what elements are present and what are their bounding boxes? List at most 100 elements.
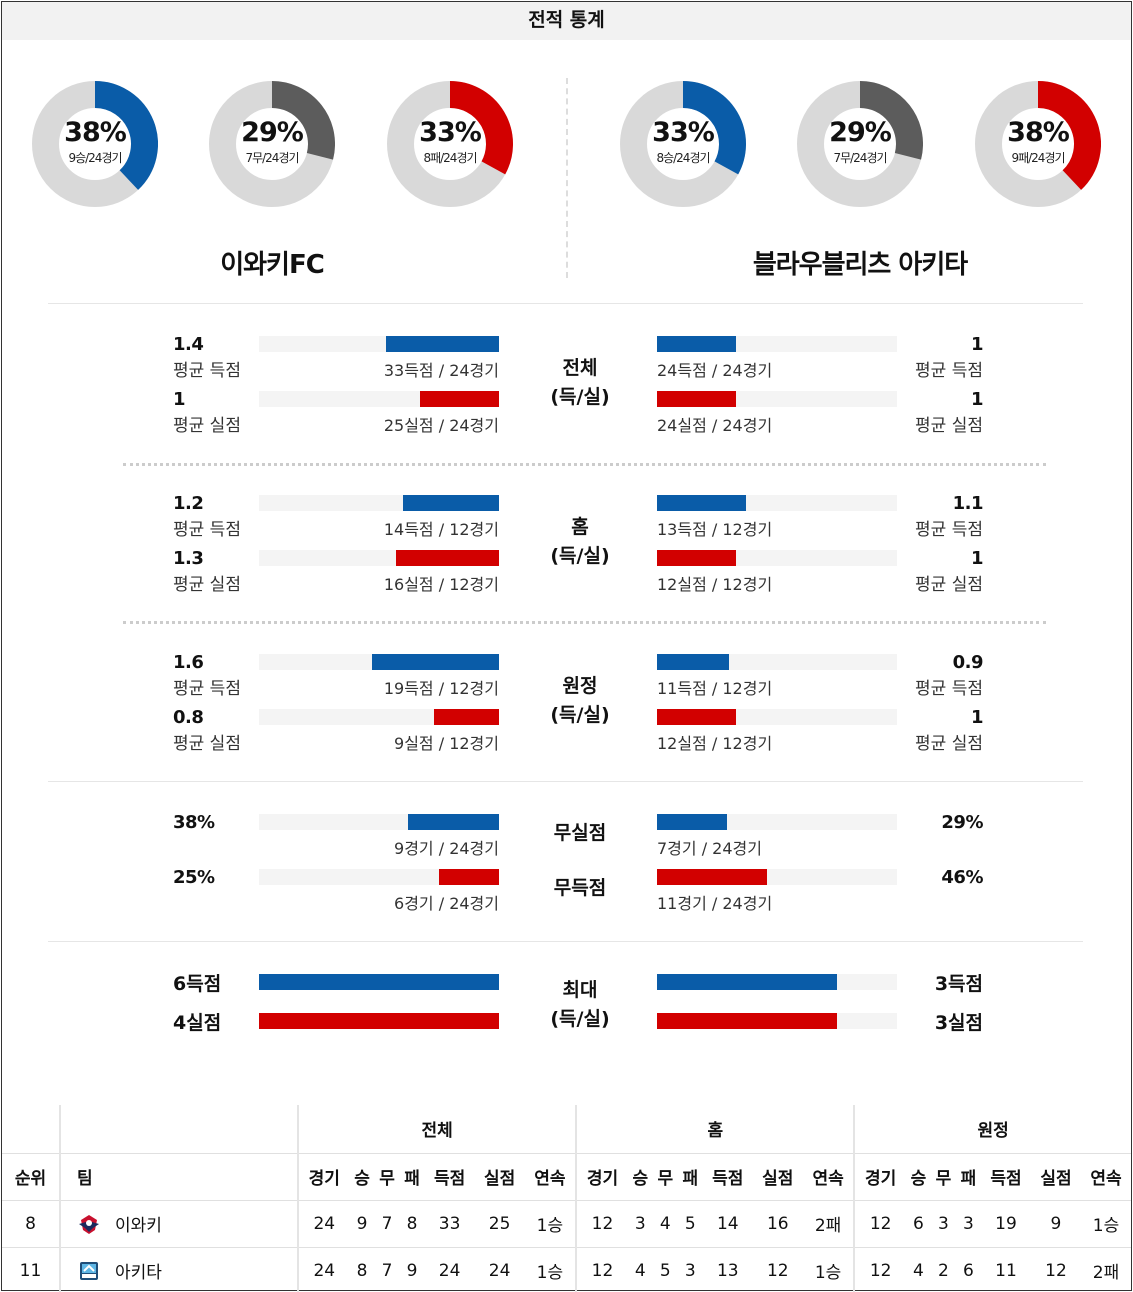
away-stat-bar (657, 550, 737, 566)
away-stat-track (657, 336, 897, 352)
group-header-away: 원정 (977, 1121, 1009, 1142)
away-stat-track (657, 709, 897, 725)
away-max-bar (657, 1013, 837, 1029)
stat-cell: 25 (474, 1200, 525, 1248)
stat-cell: 6 (955, 1247, 981, 1292)
donut-record: 7무/24경기 (833, 151, 887, 165)
donut-record: 8패/24경기 (423, 151, 477, 165)
away-stat-track (657, 495, 897, 511)
home-stat-track (259, 654, 499, 670)
blank-cell (60, 1105, 299, 1153)
section-category: 최대 (562, 979, 598, 1001)
away-stat-count: 13득점 / 12경기 (657, 520, 773, 539)
donut-value-arc (449, 81, 513, 175)
team-cell[interactable]: 아키타 (60, 1247, 299, 1292)
stat-column-header: 득점 (980, 1152, 1031, 1201)
home-stat-track (259, 709, 499, 725)
home-average-value: 0.8 (173, 707, 204, 728)
stat-column-header: 연속 (802, 1152, 856, 1201)
donut-percent: 33% (419, 117, 482, 148)
home-percent-track (259, 814, 499, 830)
stat-cell: 7 (374, 1200, 400, 1248)
stat-column-header: 경기 (298, 1152, 350, 1201)
away-percent-track (657, 814, 897, 830)
home-stat-bar (403, 495, 499, 511)
away-average-label: 평균 득점 (915, 361, 983, 381)
stat-cell: 3 (930, 1200, 956, 1248)
away-max-track (657, 974, 897, 990)
stat-cell: 9 (1030, 1200, 1081, 1248)
stat-cell: 3 (955, 1200, 981, 1248)
home-max-value: 6득점 (173, 973, 222, 995)
stat-column-header: 무 (374, 1152, 400, 1201)
stat-column-header: 승 (349, 1152, 375, 1201)
group-header-all: 전체 (298, 1105, 578, 1153)
home-average-value: 1.4 (173, 334, 204, 355)
stat-column-header: 경기 (576, 1152, 628, 1201)
stat-cell: 24 (298, 1200, 350, 1248)
stat-cell: 4 (627, 1247, 653, 1292)
donut-percent: 38% (1007, 117, 1070, 148)
team-header: 팀 (60, 1152, 299, 1201)
divider (123, 463, 1046, 466)
stat-column-header: 패 (955, 1152, 981, 1201)
stat-cell: 13 (702, 1247, 753, 1292)
team-cell[interactable]: 이와키 (60, 1200, 299, 1248)
away-percent-bar (657, 869, 768, 885)
home-average-label: 평균 실점 (173, 734, 241, 754)
group-header-home: 홈 (576, 1105, 856, 1153)
stat-cell: 11 (980, 1247, 1031, 1292)
home-percent-count: 6경기 / 24경기 (394, 894, 499, 913)
away-stat-count: 24득점 / 24경기 (657, 361, 773, 380)
away-average-label: 평균 실점 (915, 416, 983, 436)
team-name: 이와키 (115, 1216, 162, 1236)
home-draw-rate-donut: 29% 7무/24경기 (209, 81, 335, 207)
stat-column-header: 실점 (1030, 1152, 1081, 1201)
stat-cell: 33 (424, 1200, 475, 1248)
home-stat-bar (419, 391, 499, 407)
donut-value-arc (1037, 81, 1101, 190)
home-average-label: 평균 실점 (173, 416, 241, 436)
donut-percent: 33% (652, 117, 715, 148)
section-category-sub: (득/실) (550, 704, 610, 726)
away-average-label: 평균 실점 (915, 575, 983, 595)
home-average-value: 1.2 (173, 493, 204, 514)
home-team-name: 이와키FC (220, 250, 325, 280)
donut-record: 9승/24경기 (68, 151, 122, 165)
donut-value-arc (94, 81, 158, 190)
home-stat-track (259, 495, 499, 511)
section-category: 무실점 (553, 822, 607, 844)
stat-column-header: 실점 (752, 1152, 803, 1201)
stat-column-header: 득점 (702, 1152, 753, 1201)
away-average-value: 1 (970, 389, 984, 410)
home-max-track (259, 974, 499, 990)
stat-column-header: 득점 (424, 1152, 475, 1201)
divider (48, 941, 1083, 942)
blank-cell (2, 1105, 61, 1153)
home-percent-track (259, 869, 499, 885)
away-stat-count: 11득점 / 12경기 (657, 679, 773, 698)
home-percent-bar (439, 869, 499, 885)
stat-column-header: 승 (905, 1152, 931, 1201)
donut-ring (209, 81, 335, 207)
home-average-label: 평균 득점 (173, 361, 241, 381)
home-stat-bar (371, 654, 499, 670)
away-average-value: 1.1 (952, 493, 984, 514)
home-max-track (259, 1013, 499, 1029)
donut-percent: 29% (241, 117, 304, 148)
home-average-value: 1.6 (173, 652, 204, 673)
donut-ring (797, 81, 923, 207)
home-stat-count: 16실점 / 12경기 (383, 575, 499, 594)
team-name: 아키타 (115, 1263, 162, 1283)
donut-record: 9패/24경기 (1011, 151, 1065, 165)
home-stat-count: 19득점 / 12경기 (383, 679, 499, 698)
rank-cell: 11 (2, 1247, 61, 1292)
home-stat-bar (386, 336, 499, 352)
away-average-value: 0.9 (952, 652, 984, 673)
stat-cell: 4 (652, 1200, 678, 1248)
divider (48, 781, 1083, 782)
donut-value-arc (271, 81, 335, 160)
stat-cell: 3 (677, 1247, 703, 1292)
away-average-label: 평균 실점 (915, 734, 983, 754)
away-average-value: 1 (970, 707, 984, 728)
